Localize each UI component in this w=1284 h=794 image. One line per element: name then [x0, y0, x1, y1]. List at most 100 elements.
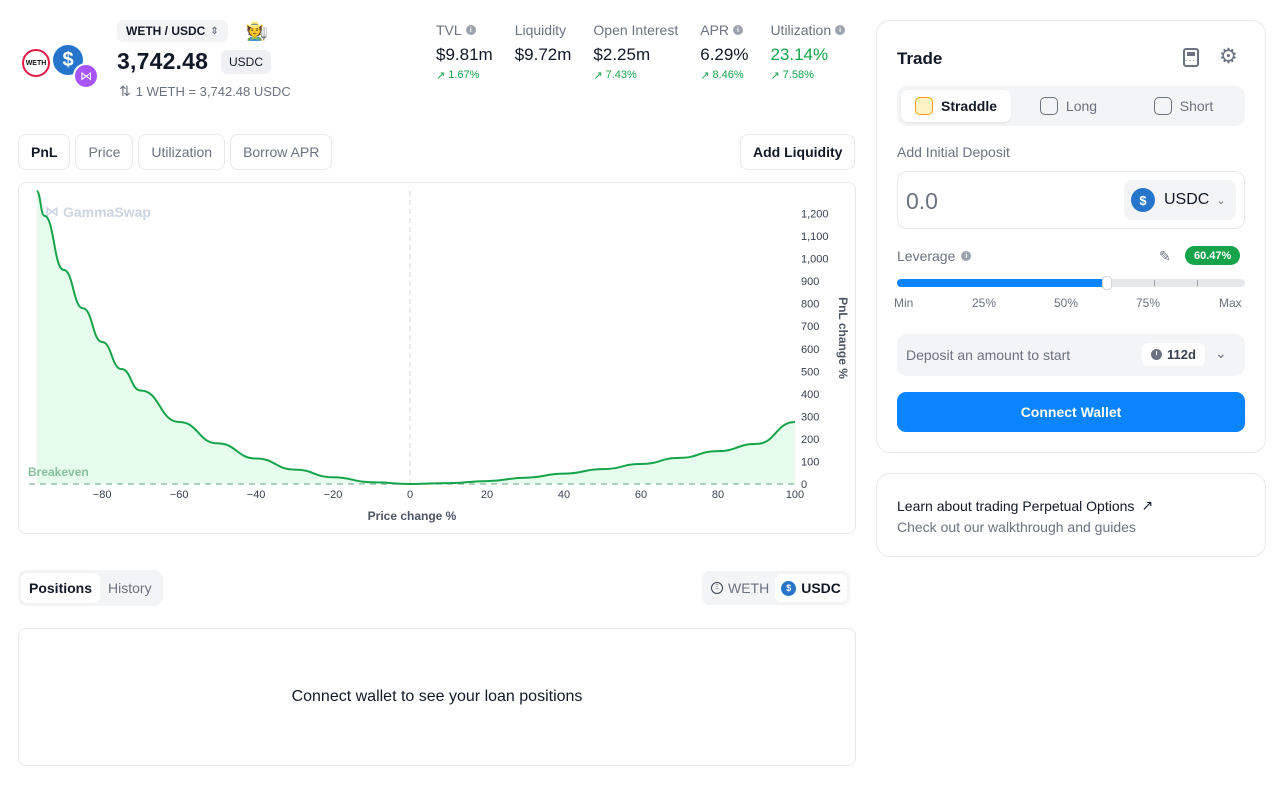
- gammaswap-watermark: ⋈ GammaSwap: [45, 203, 151, 220]
- trend-up-icon: ↗: [593, 69, 603, 82]
- slider-label-max[interactable]: Max: [1219, 296, 1242, 310]
- chevron-down-icon[interactable]: ⌄: [1215, 345, 1227, 361]
- stat-value: $9.72m: [514, 45, 572, 64]
- tab-price[interactable]: Price: [75, 134, 134, 170]
- mode-straddle-label: Straddle: [940, 98, 997, 114]
- gear-icon[interactable]: ⚙: [1219, 45, 1238, 68]
- long-icon: [1039, 97, 1058, 115]
- y-tick-label: 300: [801, 411, 819, 423]
- stat-value: 23.14%: [770, 45, 829, 64]
- slider-label-25[interactable]: 25%: [972, 296, 997, 310]
- tab-pnl[interactable]: PnL: [18, 134, 71, 170]
- info-icon[interactable]: i: [465, 25, 476, 35]
- stat-label: APR i: [700, 21, 748, 39]
- y-axis-label: PnL change %: [836, 297, 850, 379]
- tab-borrow-apr[interactable]: Borrow APR: [230, 134, 333, 170]
- info-icon[interactable]: i: [961, 251, 972, 261]
- positions-tabs: Positions History: [18, 570, 163, 606]
- y-tick-label: 1,200: [801, 209, 829, 221]
- y-tick-label: 500: [801, 366, 819, 378]
- slider-label-min[interactable]: Min: [894, 296, 914, 310]
- stat-label-text: Open Interest: [593, 22, 679, 38]
- deposit-input[interactable]: [906, 186, 1106, 216]
- positions-empty-message: Connect wallet to see your loan position…: [291, 688, 583, 705]
- pair-selector[interactable]: WETH / USDC ⇕: [117, 20, 228, 42]
- stat-apr: APR i 6.29% ↗ 8.46%: [700, 21, 748, 82]
- x-tick-label: 60: [635, 489, 647, 501]
- external-link-icon: ↗: [1141, 497, 1154, 513]
- token-toggle: Ξ WETH $ USDC: [702, 571, 850, 605]
- y-tick-label: 700: [801, 321, 819, 333]
- x-axis-label: Price change %: [368, 509, 457, 523]
- mode-long-label: Long: [1065, 98, 1098, 114]
- stat-change: [515, 68, 572, 82]
- info-icon[interactable]: i: [733, 25, 744, 35]
- info-icon[interactable]: i: [835, 25, 846, 35]
- token-toggle-weth-label: WETH: [728, 580, 770, 596]
- pnl-line: [35, 190, 796, 486]
- stat-change: ↗ 7.43%: [593, 68, 678, 82]
- duration-value: 112d: [1167, 347, 1196, 362]
- connect-wallet-button[interactable]: Connect Wallet: [897, 392, 1245, 432]
- token-toggle-weth[interactable]: Ξ WETH: [705, 574, 775, 602]
- deposit-label: Add Initial Deposit: [897, 144, 1010, 160]
- avatar-icon[interactable]: 🧑‍🌾: [245, 20, 269, 41]
- stat-label: Utilization i: [770, 21, 846, 39]
- exchange-rate[interactable]: ⇅ 1 WETH = 3,742.48 USDC: [119, 83, 291, 100]
- mode-straddle[interactable]: Straddle: [901, 90, 1011, 122]
- learn-title[interactable]: Learn about trading Perpetual Options ↗: [897, 497, 1153, 514]
- tab-utilization[interactable]: Utilization: [138, 134, 226, 170]
- leverage-slider[interactable]: [897, 276, 1245, 290]
- learn-title-text: Learn about trading Perpetual Options: [897, 497, 1135, 514]
- pair-logos: WETH $ ⋈: [20, 42, 102, 90]
- deposit-token-label: USDC: [1164, 191, 1210, 208]
- usdc-logo-icon: $: [50, 42, 86, 78]
- stat-open-interest: Open Interest $2.25m ↗ 7.43%: [593, 21, 678, 82]
- trade-mode-selector: Straddle Long Short: [897, 86, 1245, 126]
- gammaswap-watermark-text: GammaSwap: [63, 203, 151, 220]
- learn-card[interactable]: Learn about trading Perpetual Options ↗ …: [876, 473, 1266, 557]
- token-toggle-usdc[interactable]: $ USDC: [775, 574, 847, 602]
- trend-up-icon: ↗: [770, 69, 780, 82]
- token-toggle-usdc-label: USDC: [801, 580, 841, 596]
- stat-label-text: TVL: [436, 22, 462, 38]
- stat-change: ↗ 7.58%: [770, 68, 845, 82]
- stat-change-text: 7.58%: [782, 69, 814, 81]
- tab-positions[interactable]: Positions: [21, 573, 101, 603]
- weth-icon: Ξ: [711, 582, 723, 594]
- y-tick-label: 0: [801, 479, 807, 491]
- chart-tabs: PnL Price Utilization Borrow APR: [18, 134, 333, 170]
- edit-icon[interactable]: ✎: [1159, 248, 1171, 264]
- usdc-icon: $: [1131, 188, 1155, 212]
- breakeven-label: Breakeven: [28, 465, 89, 479]
- mode-short[interactable]: Short: [1126, 90, 1241, 122]
- leverage-slider-thumb[interactable]: [1102, 276, 1113, 290]
- x-tick-label: 0: [407, 489, 413, 501]
- tab-history[interactable]: History: [108, 580, 152, 596]
- chevron-down-icon: ⌄: [1216, 194, 1226, 207]
- add-liquidity-button[interactable]: Add Liquidity: [740, 134, 856, 170]
- current-price: 3,742.48: [117, 48, 209, 74]
- calculator-icon[interactable]: [1183, 48, 1199, 67]
- x-tick-label: −80: [93, 489, 112, 501]
- price-unit-badge[interactable]: USDC: [221, 50, 272, 74]
- slider-label-50[interactable]: 50%: [1054, 296, 1079, 310]
- short-icon: [1153, 97, 1172, 115]
- stat-tvl: TVL i $9.81m ↗ 1.67%: [436, 21, 493, 82]
- stat-label: TVL i: [436, 21, 493, 39]
- stat-label: Open Interest: [593, 21, 678, 39]
- slider-label-75[interactable]: 75%: [1136, 296, 1161, 310]
- deposit-token-select[interactable]: $ USDC ⌄: [1124, 180, 1236, 220]
- exchange-rate-text: 1 WETH = 3,742.48 USDC: [135, 84, 291, 99]
- x-tick-label: −20: [324, 489, 343, 501]
- x-tick-label: −40: [247, 489, 266, 501]
- x-tick-label: 40: [558, 489, 570, 501]
- deposit-box: $ USDC ⌄: [897, 171, 1245, 229]
- stat-label: Liquidity: [515, 21, 572, 39]
- x-tick-label: −60: [170, 489, 189, 501]
- stat-liquidity: Liquidity $9.72m: [515, 21, 572, 82]
- usdc-icon: $: [781, 580, 797, 596]
- mode-long[interactable]: Long: [1011, 90, 1126, 122]
- y-tick-label: 400: [801, 389, 819, 401]
- trade-info-bar[interactable]: Deposit an amount to start 112d ⌄: [897, 334, 1245, 376]
